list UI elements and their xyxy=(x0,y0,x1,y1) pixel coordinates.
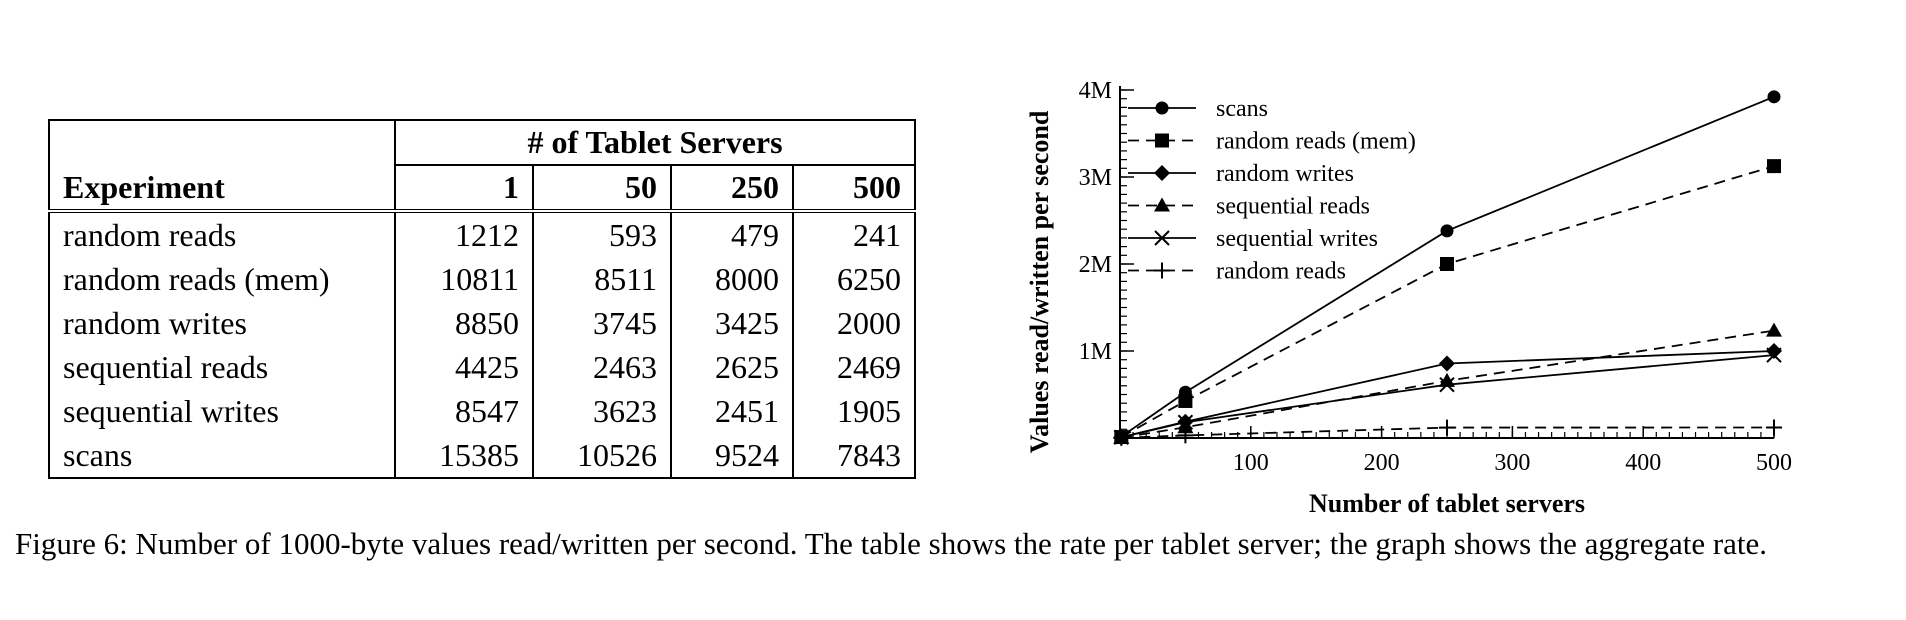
y-tick-label: 2M xyxy=(1079,252,1112,278)
table-cell: 1905 xyxy=(792,389,916,433)
data-point-random-reads-mem xyxy=(1178,393,1193,408)
table-row: random reads (mem) 10811 8511 8000 6250 xyxy=(48,257,916,301)
table-cell: 15385 xyxy=(394,433,534,479)
x-tick-label: 100 xyxy=(1233,450,1269,476)
experiment-column-header: Experiment xyxy=(48,165,396,212)
table-cell: 6250 xyxy=(792,257,916,301)
series-line-sequential-writes xyxy=(1121,354,1775,439)
table-cell: 8547 xyxy=(394,389,534,433)
x-tick-label: 400 xyxy=(1625,450,1661,476)
table-cell: 2625 xyxy=(670,345,794,389)
data-point-sequential-writes xyxy=(1766,347,1782,363)
table-cell: 1212 xyxy=(394,209,534,257)
data-point-scans xyxy=(1767,90,1781,104)
legend-marker-scans xyxy=(1155,101,1169,115)
series-line-scans xyxy=(1120,95,1775,438)
data-point-sequential-writes xyxy=(1439,376,1455,393)
column-header-1: 1 xyxy=(394,165,534,212)
legend-marker-sequential-writes xyxy=(1154,230,1170,246)
table-cell: 2469 xyxy=(792,345,916,389)
data-point-sequential-writes xyxy=(1177,414,1194,430)
row-label: sequential writes xyxy=(48,389,396,433)
row-label: random writes xyxy=(48,301,396,345)
legend-label-sequential-writes: sequential writes xyxy=(1216,226,1378,252)
column-header-250: 250 xyxy=(670,165,794,212)
data-point-random-writes xyxy=(1766,343,1782,359)
legend-marker-random-reads-mem xyxy=(1155,133,1169,148)
table-row: sequential writes 8547 3623 2451 1905 xyxy=(48,389,916,433)
table-cell: 3425 xyxy=(670,301,794,345)
series-line-random-reads-mem xyxy=(1120,165,1775,438)
row-label: sequential reads xyxy=(48,345,396,389)
row-label: random reads xyxy=(48,209,396,257)
table-cell: 2463 xyxy=(532,345,672,389)
table-cell: 3745 xyxy=(532,301,672,345)
legend-marker-sequential-reads xyxy=(1154,197,1170,212)
table-cell: 2451 xyxy=(670,389,794,433)
y-tick-label: 1M xyxy=(1079,339,1112,365)
table-row: random writes 8850 3745 3425 2000 xyxy=(48,301,916,345)
table-cell: 9524 xyxy=(670,433,794,479)
data-point-sequential-reads xyxy=(1177,419,1194,434)
legend-label-random-reads: random reads xyxy=(1216,259,1346,285)
results-table: # of Tablet Servers Experiment 1 50 250 … xyxy=(48,119,916,479)
x-axis-title: Number of tablet servers xyxy=(1309,489,1585,518)
table-cell: 241 xyxy=(792,209,916,257)
y-axis-title: Values read/written per second xyxy=(1025,110,1054,453)
legend-marker-random-reads xyxy=(1154,262,1170,279)
column-header-500: 500 xyxy=(792,165,916,212)
x-tick-label: 300 xyxy=(1494,450,1530,476)
table-cell: 2000 xyxy=(792,301,916,345)
table-cell: 7843 xyxy=(792,433,916,479)
row-label: scans xyxy=(48,433,396,479)
legend-marker-random-writes xyxy=(1154,165,1170,181)
x-tick-label: 500 xyxy=(1756,450,1792,476)
table-cell: 4425 xyxy=(394,345,534,389)
table-cell: 8850 xyxy=(394,301,534,345)
series-line-random-reads xyxy=(1121,426,1775,439)
table-cell: 479 xyxy=(670,209,794,257)
data-point-random-writes xyxy=(1439,355,1455,372)
figure-caption: Figure 6: Number of 1000-byte values rea… xyxy=(15,526,1768,561)
table-cell: 8000 xyxy=(670,257,794,301)
data-point-random-reads xyxy=(1177,427,1194,444)
legend-label-random-reads-mem: random reads (mem) xyxy=(1216,129,1416,155)
data-point-random-reads-mem xyxy=(1767,159,1781,174)
data-point-random-reads-mem xyxy=(1440,257,1454,271)
chart-container: 100 200 300 400 500 1M 2M 3M 4M Number of tablet … xyxy=(1025,78,1792,518)
table-cell: 10526 xyxy=(532,433,672,479)
y-tick-label: 4M xyxy=(1079,78,1112,104)
column-header-50: 50 xyxy=(532,165,672,212)
table-corner-cell xyxy=(48,119,396,165)
table-cell: 593 xyxy=(532,209,672,257)
table-cell: 10811 xyxy=(394,257,534,301)
table-row: scans 15385 10526 9524 7843 xyxy=(48,433,916,479)
data-point-random-reads xyxy=(1439,419,1455,436)
tablet-servers-group-header: # of Tablet Servers xyxy=(394,119,916,166)
table-cell: 3623 xyxy=(532,389,672,433)
aggregate-rate-chart: 100 200 300 400 500 1M 2M 3M 4M Number of tablet … xyxy=(1025,78,1792,518)
data-point-random-reads xyxy=(1766,419,1782,436)
legend-label-scans: scans xyxy=(1216,96,1268,122)
legend-label-sequential-reads: sequential reads xyxy=(1216,194,1370,220)
table-row: sequential reads 4425 2463 2625 2469 xyxy=(48,345,916,389)
row-label: random reads (mem) xyxy=(48,257,396,301)
table-row: random reads 1212 593 479 241 xyxy=(48,209,916,257)
data-point-random-reads xyxy=(1113,429,1130,446)
data-point-scans xyxy=(1440,224,1454,238)
y-tick-label: 3M xyxy=(1079,165,1112,191)
legend-label-random-writes: random writes xyxy=(1216,161,1354,187)
table-cell: 8511 xyxy=(532,257,672,301)
x-tick-label: 200 xyxy=(1364,450,1400,476)
data-point-sequential-reads xyxy=(1766,322,1782,337)
series-line-sequential-reads xyxy=(1121,329,1775,439)
data-point-sequential-reads xyxy=(1439,372,1455,387)
